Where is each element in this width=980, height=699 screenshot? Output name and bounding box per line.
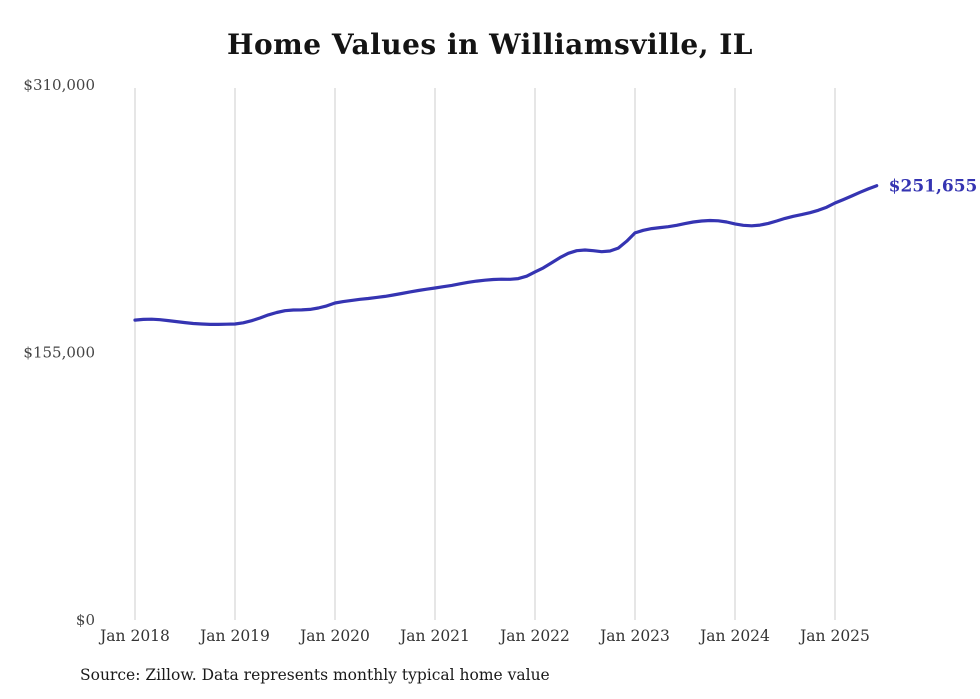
x-axis-label: Jan 2024 bbox=[698, 627, 770, 645]
chart-title: Home Values in Williamsville, IL bbox=[227, 28, 753, 61]
x-axis-label: Jan 2025 bbox=[798, 627, 870, 645]
source-note: Source: Zillow. Data represents monthly … bbox=[80, 666, 550, 684]
end-value-label: $251,655 bbox=[889, 177, 978, 197]
y-axis-label: $310,000 bbox=[23, 76, 95, 94]
series-line bbox=[133, 184, 879, 326]
x-axis-label: Jan 2019 bbox=[198, 627, 270, 645]
x-axis-label: Jan 2020 bbox=[298, 627, 370, 645]
x-axis-label: Jan 2023 bbox=[598, 627, 670, 645]
y-axis-label: $0 bbox=[76, 611, 95, 629]
x-axis-label: Jan 2021 bbox=[398, 627, 470, 645]
x-axis-label: Jan 2018 bbox=[98, 627, 170, 645]
y-axis-label: $155,000 bbox=[23, 344, 95, 362]
x-axis-label: Jan 2022 bbox=[498, 627, 570, 645]
